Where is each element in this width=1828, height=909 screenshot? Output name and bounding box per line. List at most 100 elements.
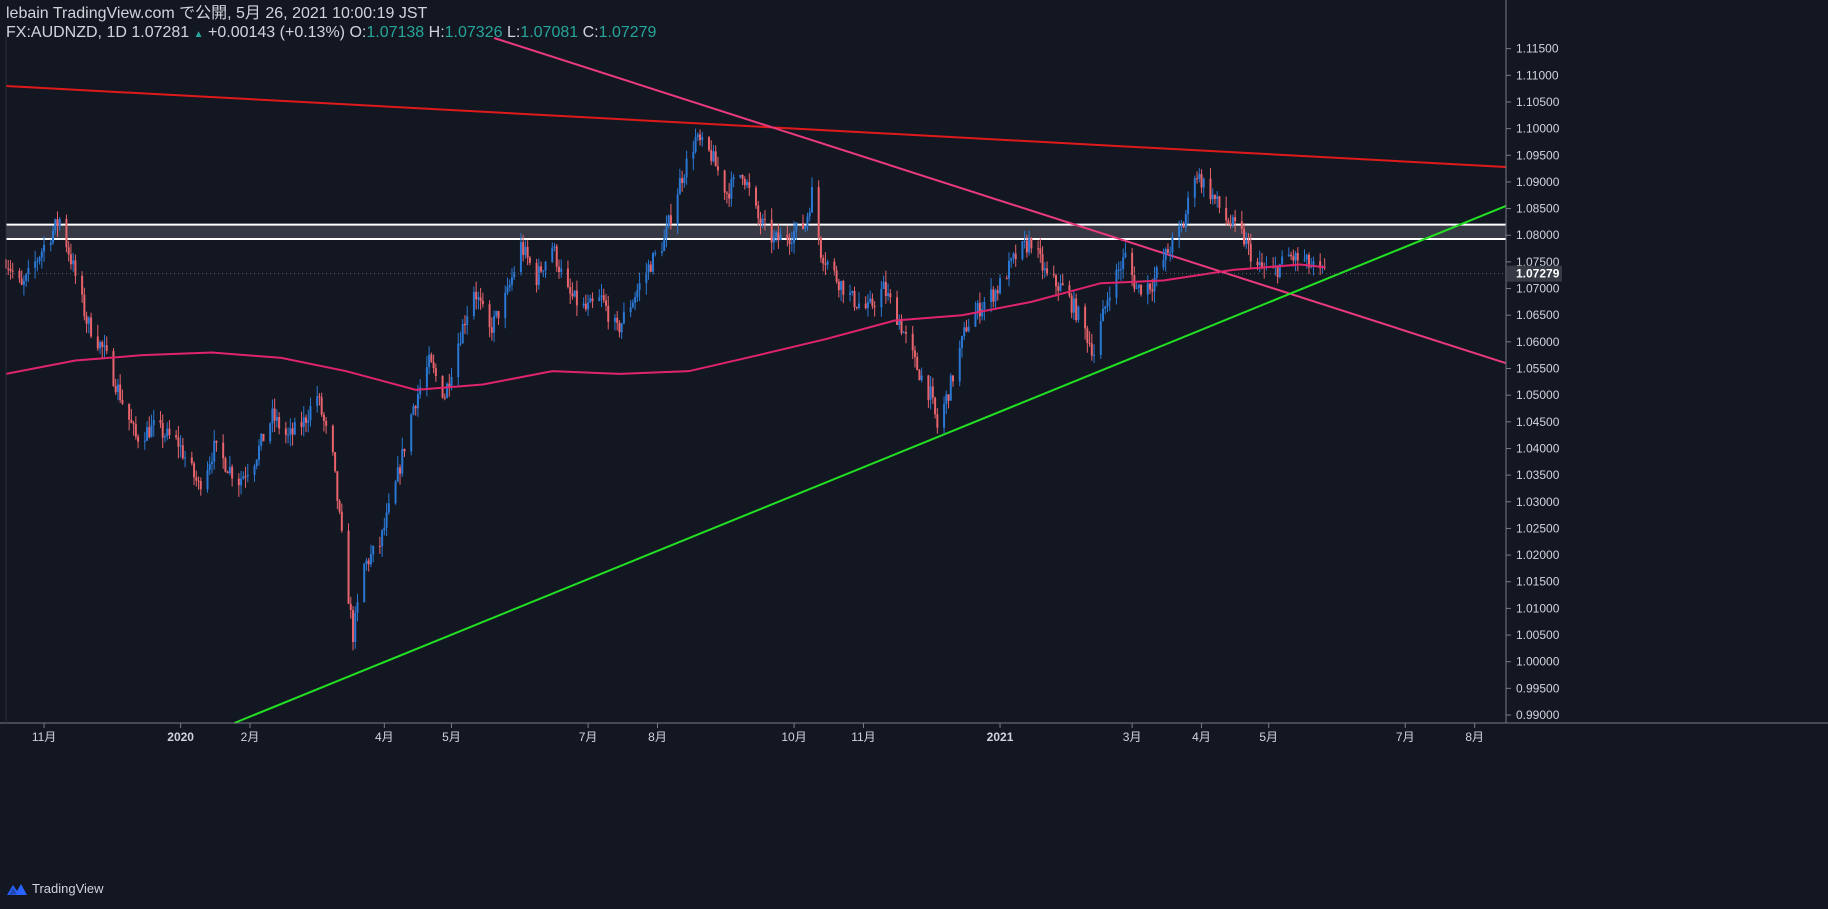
candle-body <box>177 437 180 447</box>
candle-body <box>763 218 766 220</box>
candle-body <box>87 317 90 324</box>
candle-body <box>732 177 735 180</box>
y-tick-label: 1.06000 <box>1516 335 1560 349</box>
candle-body <box>1211 194 1214 200</box>
candle-body <box>1294 252 1297 261</box>
candle-body <box>1057 286 1060 291</box>
candle-body <box>497 311 500 319</box>
candle-body <box>1209 178 1212 200</box>
candle-body <box>269 423 272 442</box>
candle-body <box>197 480 200 482</box>
candle-body <box>889 293 892 298</box>
candle-body <box>618 323 621 333</box>
candle-body <box>1213 194 1216 200</box>
candle-body <box>208 464 211 471</box>
candle-body <box>857 303 860 308</box>
y-tick-label: 1.05000 <box>1516 388 1560 402</box>
candle-body <box>916 356 919 371</box>
candle-body <box>425 367 428 388</box>
candle-body <box>634 297 637 303</box>
y-tick-label: 1.08000 <box>1516 228 1560 242</box>
last-price: 1.07281 <box>131 24 190 41</box>
candle-body <box>654 252 657 254</box>
candle-body <box>1229 223 1232 226</box>
candle-body <box>620 323 623 333</box>
y-tick-label: 1.05500 <box>1516 362 1560 376</box>
candle-body <box>1247 239 1250 244</box>
footer-brand[interactable]: TradingView <box>6 881 104 896</box>
candle-body <box>557 266 560 273</box>
candle-body <box>481 300 484 305</box>
candle-body <box>555 246 558 267</box>
moving-average <box>5 263 1325 391</box>
candle-body <box>965 327 968 332</box>
candle-body <box>522 242 525 256</box>
candle-body <box>685 158 688 178</box>
candle-body <box>318 396 321 398</box>
candle-body <box>1046 268 1049 275</box>
candle-body <box>1104 306 1107 309</box>
candle-body <box>257 445 260 460</box>
candle-body <box>748 182 751 188</box>
candle-body <box>228 466 231 474</box>
candle-body <box>119 384 122 401</box>
candle-body <box>790 242 793 244</box>
candle-body <box>1196 178 1199 180</box>
chart-header: lebain TradingView.com で公開, 5月 26, 2021 … <box>6 4 656 44</box>
candle-body <box>855 306 858 308</box>
candle-body <box>573 290 576 297</box>
candle-body <box>1021 241 1024 260</box>
candle-body <box>663 238 666 252</box>
candles <box>5 128 1326 651</box>
x-tick-label: 7月 <box>1396 730 1415 744</box>
candle-body <box>175 435 178 438</box>
y-tick-label: 1.02000 <box>1516 548 1560 562</box>
candle-body <box>305 417 307 423</box>
candle-body <box>667 215 670 227</box>
candle-body <box>996 290 999 294</box>
low-label: L: <box>506 24 521 41</box>
candle-body <box>1187 197 1190 215</box>
candle-body <box>524 246 527 256</box>
moving-average-line <box>5 263 1325 391</box>
candle-body <box>869 298 872 303</box>
candle-body <box>730 179 733 199</box>
candle-body <box>255 459 258 467</box>
y-tick-label: 1.11000 <box>1516 68 1559 82</box>
candle-body <box>1292 256 1295 261</box>
candle-body <box>365 560 368 564</box>
candle-body <box>743 178 746 186</box>
candle-body <box>1115 269 1118 298</box>
candle-body <box>788 239 791 244</box>
candle-body <box>660 251 663 253</box>
candle-body <box>65 218 68 248</box>
candle-body <box>508 284 511 288</box>
candle-body <box>882 281 885 289</box>
candle-body <box>215 440 218 443</box>
candle-body <box>472 291 475 317</box>
x-tick-label: 8月 <box>1465 730 1484 744</box>
candle-body <box>284 428 287 435</box>
candle-body <box>681 178 684 184</box>
candle-body <box>947 394 950 401</box>
candle-body <box>316 396 319 406</box>
candle-body <box>222 442 225 459</box>
candle-body <box>134 424 137 437</box>
candle-body <box>22 280 25 285</box>
candle-body <box>322 414 325 421</box>
candle-body <box>1243 229 1246 245</box>
y-tick-label: 1.00500 <box>1516 628 1560 642</box>
y-tick-label: 1.04500 <box>1516 415 1560 429</box>
candle-body <box>1310 266 1313 268</box>
candle-body <box>112 350 115 387</box>
candle-body <box>271 408 274 424</box>
candle-body <box>1281 256 1284 264</box>
candle-body <box>699 134 702 141</box>
candle-body <box>927 375 930 400</box>
candle-body <box>983 301 986 310</box>
candle-body <box>291 428 294 435</box>
candle-body <box>401 448 404 474</box>
candle-body <box>1258 262 1261 266</box>
low-value: 1.07081 <box>520 24 579 41</box>
